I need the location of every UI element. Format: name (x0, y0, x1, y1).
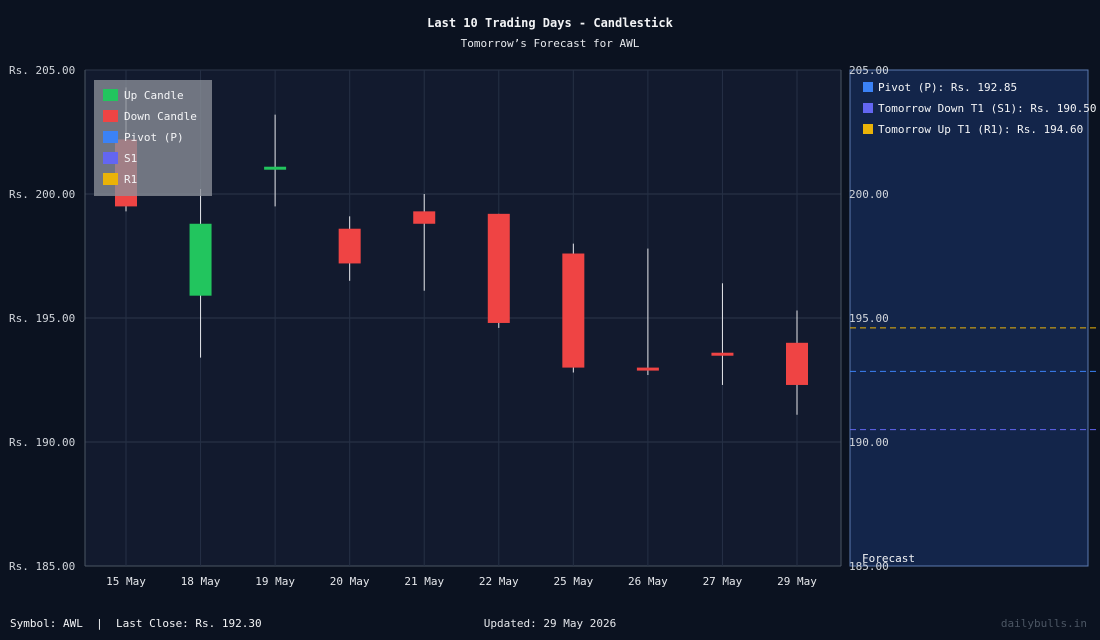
legend-label: R1 (124, 173, 137, 186)
forecast-legend-swatch (863, 124, 873, 134)
x-tick-label: 22 May (479, 575, 519, 588)
candle-down (413, 211, 436, 224)
legend-swatch (103, 110, 118, 122)
y-tick-label: Rs. 195.00 (9, 312, 75, 325)
chart-subtitle: Tomorrow’s Forecast for AWL (461, 37, 640, 50)
legend-label: Down Candle (124, 110, 197, 123)
footer-watermark: dailybulls.in (1001, 617, 1087, 630)
legend-swatch (103, 173, 118, 185)
y-tick-label: Rs. 190.00 (9, 436, 75, 449)
x-tick-label: 26 May (628, 575, 668, 588)
y-tick-label-right: 185.00 (849, 560, 889, 573)
legend-label: S1 (124, 152, 137, 165)
y-tick-label-right: 190.00 (849, 436, 889, 449)
forecast-panel (849, 69, 1089, 567)
forecast-legend-label: Tomorrow Up T1 (R1): Rs. 194.60 (878, 123, 1083, 136)
forecast-legend-label: Tomorrow Down T1 (S1): Rs. 190.50 (878, 102, 1097, 115)
forecast-legend-swatch (863, 103, 873, 113)
candle-down (487, 213, 510, 323)
legend-swatch (103, 152, 118, 164)
y-tick-label-right: 200.00 (849, 188, 889, 201)
x-tick-label: 20 May (330, 575, 370, 588)
candle-up (264, 166, 287, 170)
legend-swatch (103, 89, 118, 101)
candle-down (338, 228, 361, 264)
candle-down (711, 352, 734, 356)
y-tick-label-right: 205.00 (849, 64, 889, 77)
forecast-legend-label: Pivot (P): Rs. 192.85 (878, 81, 1017, 94)
y-tick-label-right: 195.00 (849, 312, 889, 325)
candle-down (786, 342, 808, 385)
forecast-legend-swatch (863, 82, 873, 92)
y-tick-label: Rs. 200.00 (9, 188, 75, 201)
x-tick-label: 19 May (255, 575, 295, 588)
legend-swatch (103, 131, 118, 143)
legend-label: Pivot (P) (124, 131, 184, 144)
candle-up (189, 223, 212, 296)
y-tick-label: Rs. 185.00 (9, 560, 75, 573)
y-tick-label: Rs. 205.00 (9, 64, 75, 77)
x-tick-label: 25 May (553, 575, 593, 588)
chart-title: Last 10 Trading Days - Candlestick (427, 16, 673, 30)
candle-down (636, 367, 659, 371)
x-tick-label: 21 May (404, 575, 444, 588)
x-tick-label: 18 May (181, 575, 221, 588)
forecast-label: Forecast (862, 552, 915, 565)
legend-label: Up Candle (124, 89, 184, 102)
candle-down (562, 253, 585, 368)
x-tick-label: 29 May (777, 575, 817, 588)
footer-updated: Updated: 29 May 2026 (484, 617, 616, 630)
footer-symbol-info: Symbol: AWL | Last Close: Rs. 192.30 (10, 617, 262, 630)
x-tick-label: 15 May (106, 575, 146, 588)
x-tick-label: 27 May (703, 575, 743, 588)
